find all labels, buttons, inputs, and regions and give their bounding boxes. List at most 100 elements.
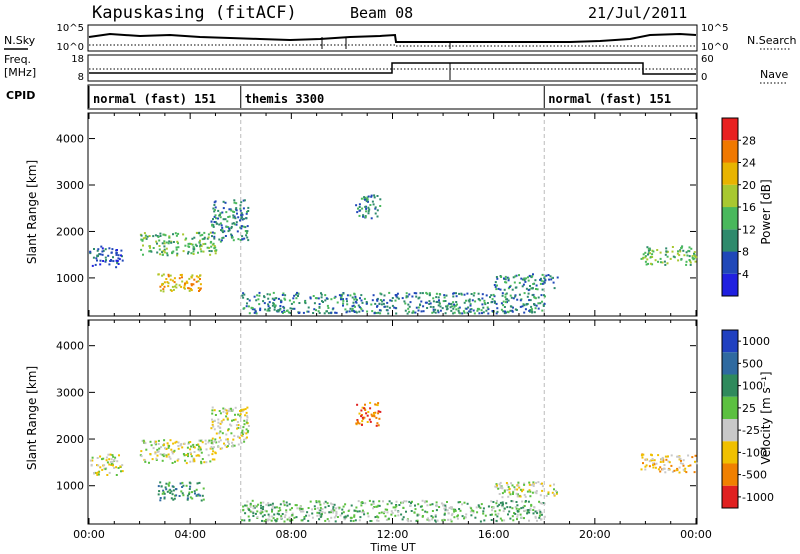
power-echo-cell	[222, 218, 225, 221]
power-echo-cell	[239, 207, 242, 210]
power-echo-cell	[434, 311, 437, 314]
velocity-echo-cell	[307, 519, 310, 522]
velocity-echo-cell	[410, 520, 412, 522]
velocity-colorbar-label: Velocity [m s⁻¹]	[759, 371, 773, 464]
velocity-echo-cell	[262, 508, 264, 511]
velocity-echo-cell	[198, 445, 200, 448]
power-echo-cell	[234, 217, 237, 220]
velocity-echo-cell	[185, 484, 188, 487]
power-echo-cell	[235, 223, 238, 226]
velocity-echo-cell	[251, 499, 254, 502]
power-echo-cell	[177, 242, 179, 245]
power-echo-cell	[505, 281, 508, 284]
power-echo-cell	[491, 298, 494, 301]
power-echo-cell	[425, 291, 428, 294]
power-echo-cell	[492, 293, 495, 296]
velocity-echo-cell	[442, 504, 445, 507]
velocity-echo-cell	[235, 424, 238, 427]
velocity-echo-cell	[499, 501, 502, 504]
power-echo-cell	[273, 299, 276, 301]
power-echo-cell	[170, 289, 173, 292]
power-echo-cell	[202, 243, 205, 246]
power-echo-cell	[162, 233, 165, 236]
power-echo-cell	[394, 307, 397, 310]
velocity-echo-cell	[97, 473, 100, 476]
power-echo-cell	[352, 309, 355, 312]
power-echo-cell	[163, 281, 166, 284]
power-echo-cell	[534, 307, 537, 310]
velocity-echo-cell	[679, 462, 682, 465]
power-echo-cell	[511, 288, 514, 291]
power-echo-cell	[495, 302, 498, 305]
power-echo-cell	[355, 301, 358, 304]
velocity-echo-cell	[308, 514, 311, 517]
velocity-echo-cell	[330, 511, 332, 514]
power-echo-cell	[89, 250, 92, 253]
velocity-echo-cell	[516, 515, 519, 518]
velocity-echo-cell	[388, 500, 391, 503]
power-echo-cell	[642, 253, 645, 256]
velocity-echo-cell	[375, 424, 378, 427]
power-echo-cell	[230, 225, 233, 228]
power-echo-cell	[342, 304, 344, 307]
power-echo-cell	[239, 204, 242, 207]
velocity-echo-cell	[360, 415, 363, 418]
velocity-echo-cell	[185, 462, 188, 465]
power-echo-cell	[323, 312, 326, 315]
power-echo-cell	[166, 252, 169, 255]
power-echo-cell	[680, 258, 683, 261]
velocity-echo-cell	[231, 441, 234, 444]
power-echo-cell	[483, 299, 486, 302]
velocity-echo-cell	[239, 416, 242, 419]
velocity-echo-cell	[94, 471, 97, 474]
power-echo-cell	[161, 251, 164, 254]
velocity-echo-cell	[395, 504, 398, 506]
velocity-echo-cell	[538, 509, 541, 512]
power-echo-cell	[175, 283, 178, 286]
power-echo-cell	[253, 311, 256, 314]
velocity-echo-cell	[501, 501, 504, 504]
velocity-echo-cell	[503, 519, 506, 522]
velocity-echo-cell	[211, 447, 214, 450]
velocity-echo-cell	[246, 419, 249, 422]
velocity-echo-cell	[555, 492, 558, 495]
velocity-echo-cell	[241, 410, 244, 413]
velocity-echo-cell	[165, 488, 168, 491]
velocity-echo-cell	[451, 512, 454, 515]
velocity-echo-cell	[242, 508, 245, 511]
velocity-echo-cell	[114, 456, 117, 459]
velocity-echo-cell	[237, 435, 239, 438]
power-echo-cell	[364, 205, 367, 208]
power-echo-cell	[408, 305, 411, 308]
velocity-echo-cell	[260, 507, 263, 510]
velocity-echo-cell	[415, 519, 418, 522]
power-echo-cell	[206, 246, 209, 249]
power-echo-cell	[202, 250, 205, 253]
power-echo-cell	[190, 283, 193, 286]
colorbar-frame	[721, 329, 739, 509]
velocity-echo-cell	[334, 520, 337, 523]
velocity-echo-cell	[353, 514, 356, 517]
power-echo-cell	[544, 279, 547, 282]
power-echo-cell	[666, 255, 669, 258]
velocity-echo-cell	[523, 505, 526, 507]
velocity-echo-cell	[268, 518, 271, 521]
velocity-echo-cell	[385, 518, 388, 521]
velocity-echo-cell	[519, 488, 522, 491]
velocity-echo-cell	[410, 502, 412, 505]
velocity-echo-cell	[242, 426, 245, 429]
velocity-echo-cell	[386, 508, 389, 511]
power-echo-cell	[298, 312, 300, 314]
velocity-echo-cell	[103, 467, 106, 470]
power-echo-cell	[182, 233, 185, 236]
power-echo-cell	[168, 236, 171, 239]
power-echo-cell	[220, 239, 223, 242]
power-echo-cell	[681, 245, 683, 248]
power-echo-cell	[665, 247, 668, 250]
noise-left-tick-top: 10^5	[57, 23, 84, 34]
power-echo-cell	[351, 307, 354, 310]
power-echo-cell	[439, 309, 442, 312]
power-echo-cell	[479, 299, 482, 302]
velocity-echo-cell	[193, 490, 196, 493]
nsearch-label: N.Search	[747, 34, 797, 47]
